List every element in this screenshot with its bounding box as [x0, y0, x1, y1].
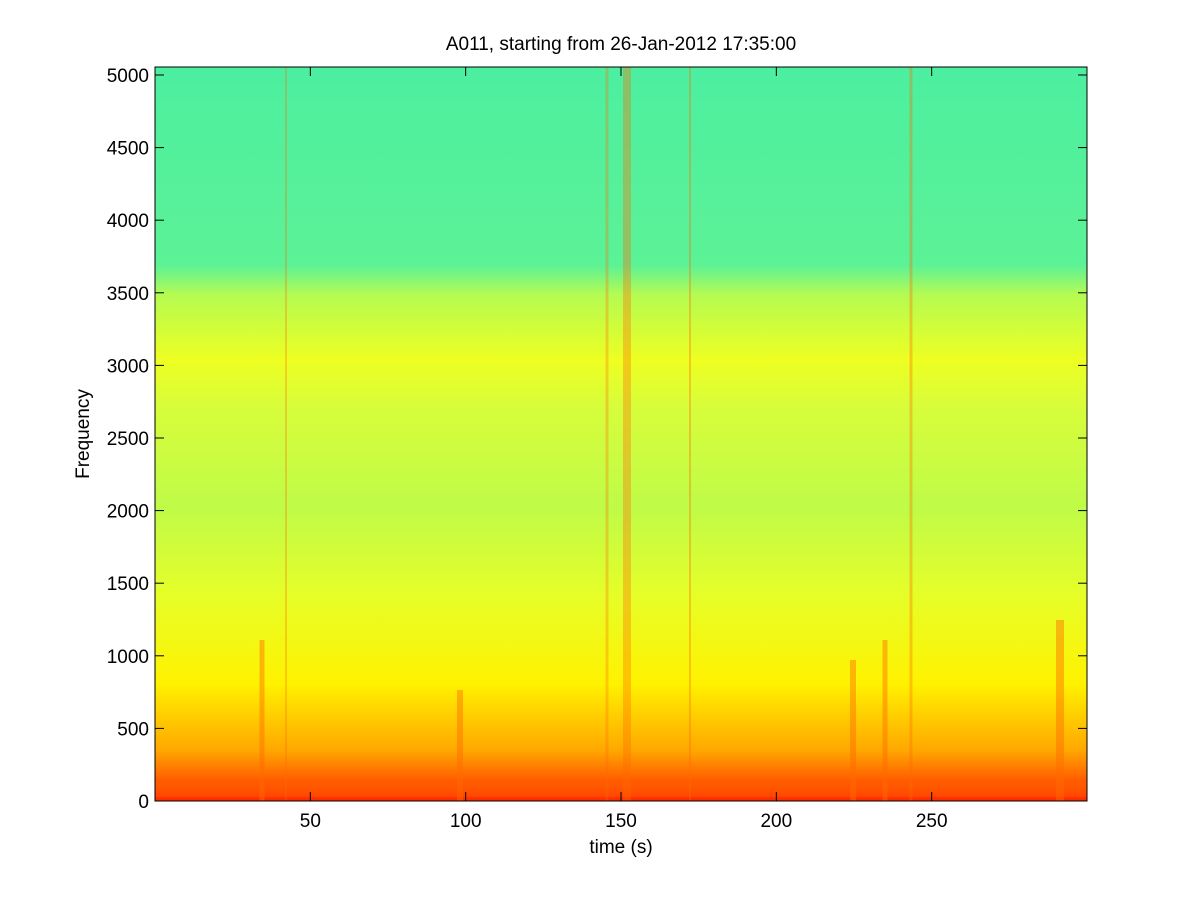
y-tick-label: 4000: [107, 211, 149, 232]
y-tick-label: 1500: [107, 574, 149, 595]
y-tick-label: 3000: [107, 356, 149, 377]
spectrogram-streaks: [155, 67, 1087, 801]
y-tick-label: 0: [138, 792, 149, 813]
x-tick-label: 250: [916, 811, 948, 832]
y-tick-label: 500: [117, 719, 149, 740]
y-tick-label: 2500: [107, 429, 149, 450]
x-tick-label: 100: [450, 811, 482, 832]
y-axis-label: Frequency: [73, 389, 94, 479]
x-tick-label: 200: [760, 811, 792, 832]
y-tick-label: 5000: [107, 66, 149, 87]
y-tick-label: 3500: [107, 284, 149, 305]
y-tick-label: 4500: [107, 139, 149, 160]
x-tick-label: 50: [300, 811, 321, 832]
chart-title: A011, starting from 26-Jan-2012 17:35:00: [446, 34, 796, 55]
y-tick-label: 1000: [107, 647, 149, 668]
x-tick-label: 150: [605, 811, 637, 832]
x-axis-label: time (s): [589, 837, 652, 858]
spectrogram-image: [155, 67, 1087, 801]
y-tick-label: 2000: [107, 502, 149, 523]
